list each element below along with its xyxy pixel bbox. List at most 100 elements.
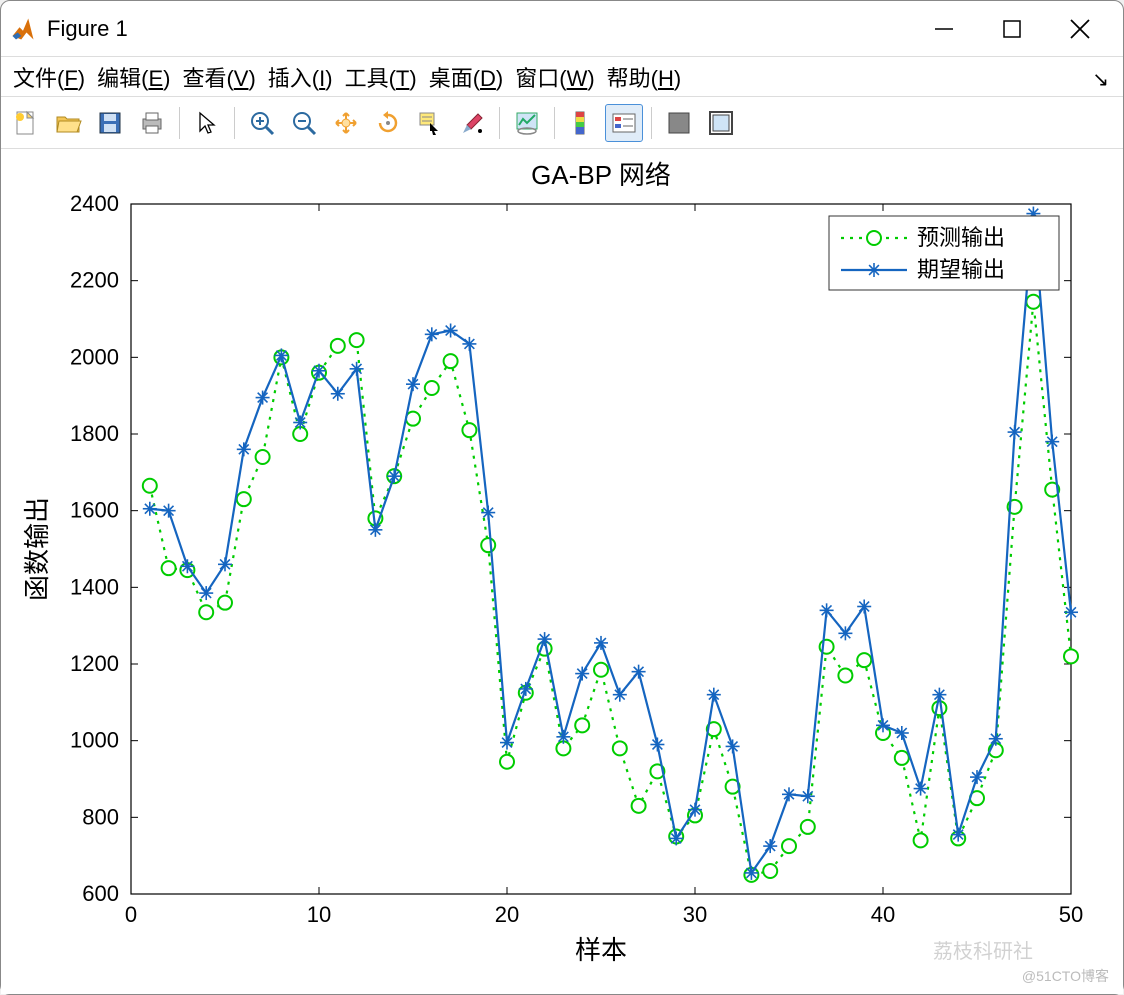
series-marker-0 [500, 755, 514, 769]
series-marker-1 [387, 469, 401, 483]
xtick-label: 50 [1059, 902, 1083, 927]
series-marker-0 [1026, 295, 1040, 309]
series-marker-0 [237, 492, 251, 506]
ytick-label: 1600 [70, 498, 119, 523]
rotate-icon[interactable] [369, 104, 407, 142]
series-marker-0 [838, 669, 852, 683]
series-marker-0 [632, 799, 646, 813]
series-marker-0 [594, 663, 608, 677]
series-marker-0 [613, 741, 627, 755]
minimize-button[interactable] [929, 14, 959, 44]
brush-icon[interactable] [453, 104, 491, 142]
series-marker-0 [256, 450, 270, 464]
menu-h[interactable]: 帮助(H) [607, 61, 682, 93]
legend-label-1: 期望输出 [917, 257, 1005, 282]
matlab-icon [9, 15, 37, 43]
figure-area: 6008001000120014001600180020002200240001… [1, 149, 1123, 994]
series-marker-0 [932, 701, 946, 715]
zoom-out-icon[interactable] [285, 104, 323, 142]
series-marker-0 [143, 479, 157, 493]
series-marker-0 [575, 718, 589, 732]
open-icon[interactable] [49, 104, 87, 142]
series-marker-1 [237, 442, 251, 456]
toolbar-separator [554, 107, 555, 139]
series-marker-0 [406, 412, 420, 426]
toolbar-separator [179, 107, 180, 139]
titlebar: Figure 1 [1, 1, 1123, 57]
series-marker-0 [914, 833, 928, 847]
window-controls [929, 14, 1115, 44]
hide-plot-icon[interactable] [660, 104, 698, 142]
window-title: Figure 1 [47, 16, 929, 42]
series-marker-0 [331, 339, 345, 353]
menu-d[interactable]: 桌面(D) [429, 61, 504, 93]
y-axis-label: 函数输出 [22, 497, 52, 601]
new-figure-icon[interactable] [7, 104, 45, 142]
series-marker-0 [801, 820, 815, 834]
chart-title: GA-BP 网络 [531, 160, 671, 190]
plot-box [131, 204, 1071, 894]
toolbar-separator [499, 107, 500, 139]
series-marker-0 [857, 653, 871, 667]
series-marker-0 [895, 751, 909, 765]
ytick-label: 1400 [70, 574, 119, 599]
chart: 6008001000120014001600180020002200240001… [1, 149, 1123, 989]
menu-f[interactable]: 文件(F) [13, 61, 85, 93]
series-marker-1 [444, 324, 458, 338]
menu-t[interactable]: 工具(T) [345, 61, 417, 93]
menu-e[interactable]: 编辑(E) [97, 61, 170, 93]
series-marker-0 [444, 354, 458, 368]
series-marker-1 [162, 504, 176, 518]
series-marker-0 [481, 538, 495, 552]
figure-window: Figure 1 文件(F) 编辑(E) 查看(V) 插入(I) 工具(T) 桌面(D) 窗… [0, 0, 1124, 995]
xtick-label: 40 [871, 902, 895, 927]
series-marker-0 [462, 423, 476, 437]
xtick-label: 10 [307, 902, 331, 927]
watermark-large: 荔枝科研社 [933, 935, 1033, 964]
ytick-label: 1000 [70, 728, 119, 753]
series-marker-0 [425, 381, 439, 395]
ytick-label: 1800 [70, 421, 119, 446]
menu-w[interactable]: 窗口(W) [515, 61, 594, 93]
close-button[interactable] [1065, 14, 1095, 44]
toolbar-separator [234, 107, 235, 139]
ytick-label: 1200 [70, 651, 119, 676]
series-marker-1 [331, 387, 345, 401]
toolbar-separator [651, 107, 652, 139]
show-plot-icon[interactable] [702, 104, 740, 142]
menubar: 文件(F) 编辑(E) 查看(V) 插入(I) 工具(T) 桌面(D) 窗口(W) 帮助(H)… [1, 57, 1123, 97]
ytick-label: 2000 [70, 344, 119, 369]
x-axis-label: 样本 [575, 935, 627, 965]
maximize-button[interactable] [997, 14, 1027, 44]
ytick-label: 2200 [70, 268, 119, 293]
pointer-icon[interactable] [188, 104, 226, 142]
pan-icon[interactable] [327, 104, 365, 142]
dock-arrow-icon[interactable]: ↘ [1092, 67, 1109, 92]
legend-icon[interactable] [605, 104, 643, 142]
toolbar [1, 97, 1123, 149]
colorbar-icon[interactable] [563, 104, 601, 142]
xtick-label: 20 [495, 902, 519, 927]
series-marker-0 [782, 839, 796, 853]
series-marker-0 [350, 333, 364, 347]
series-marker-0 [162, 561, 176, 575]
series-marker-1 [312, 364, 326, 378]
data-cursor-icon[interactable] [411, 104, 449, 142]
series-marker-1 [293, 416, 307, 430]
print-icon[interactable] [133, 104, 171, 142]
xtick-label: 30 [683, 902, 707, 927]
series-marker-0 [763, 864, 777, 878]
zoom-in-icon[interactable] [243, 104, 281, 142]
save-icon[interactable] [91, 104, 129, 142]
series-marker-0 [1064, 649, 1078, 663]
series-marker-0 [218, 596, 232, 610]
link-plot-icon[interactable] [508, 104, 546, 142]
legend-label-0: 预测输出 [917, 225, 1005, 250]
series-marker-0 [199, 605, 213, 619]
watermark-small: @51CTO博客 [1022, 966, 1109, 986]
menu-v[interactable]: 查看(V) [182, 61, 255, 93]
xtick-label: 0 [125, 902, 137, 927]
ytick-label: 800 [82, 804, 119, 829]
ytick-label: 2400 [70, 191, 119, 216]
menu-i[interactable]: 插入(I) [268, 61, 333, 93]
